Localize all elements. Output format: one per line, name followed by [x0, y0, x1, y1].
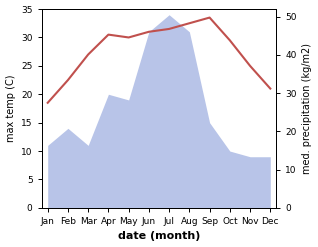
X-axis label: date (month): date (month) [118, 231, 200, 242]
Y-axis label: med. precipitation (kg/m2): med. precipitation (kg/m2) [302, 43, 313, 174]
Y-axis label: max temp (C): max temp (C) [5, 75, 16, 142]
